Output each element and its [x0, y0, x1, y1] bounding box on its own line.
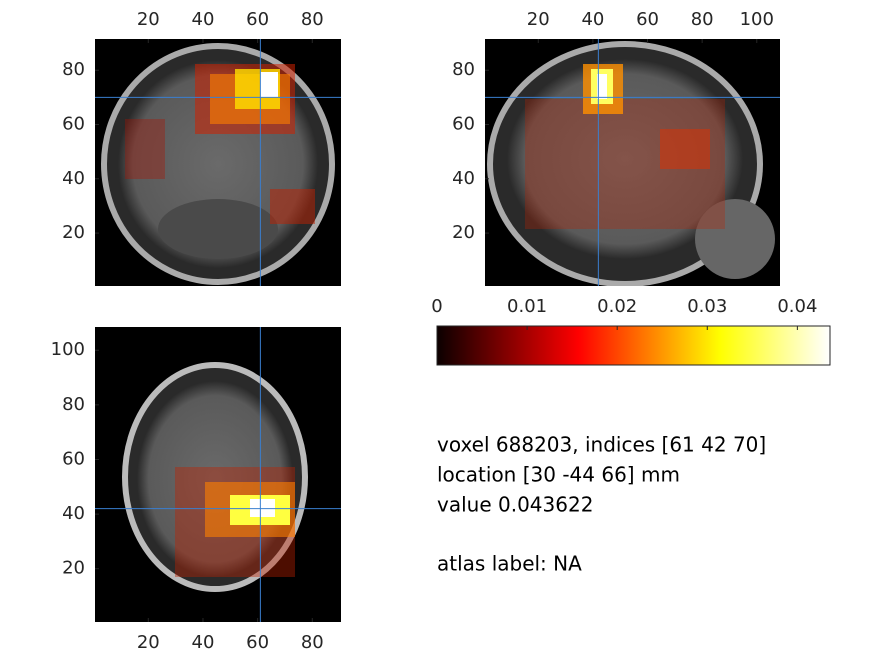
x-tick-label: 60 [246, 632, 269, 653]
y-tick-label: 80 [452, 59, 475, 80]
y-tick-label: 60 [62, 448, 85, 469]
x-tick-label: 20 [137, 632, 160, 653]
y-tick-label: 60 [62, 114, 85, 135]
y-tick-label: 80 [62, 59, 85, 80]
info-line: atlas label: NA [437, 552, 582, 576]
x-tick-label: 40 [192, 632, 215, 653]
colorbar [436, 325, 831, 366]
colorbar-tick-label: 0.01 [507, 296, 547, 317]
sagittal-image [485, 39, 780, 286]
x-tick-label: 60 [246, 9, 269, 30]
x-tick-label: 80 [301, 9, 324, 30]
info-line: value 0.043622 [437, 493, 593, 517]
x-tick-label: 40 [581, 9, 604, 30]
x-tick-label: 20 [137, 9, 160, 30]
axial-image [95, 327, 341, 622]
y-tick-label: 100 [51, 339, 85, 360]
y-tick-label: 20 [62, 222, 85, 243]
y-tick-label: 60 [452, 114, 475, 135]
colorbar-tick-label: 0.02 [597, 296, 637, 317]
y-tick-label: 20 [62, 558, 85, 579]
x-tick-label: 60 [636, 9, 659, 30]
x-tick-label: 20 [527, 9, 550, 30]
y-tick-label: 80 [62, 394, 85, 415]
y-tick-label: 20 [452, 222, 475, 243]
x-tick-label: 80 [301, 632, 324, 653]
y-tick-label: 40 [452, 168, 475, 189]
colorbar-tick-label: 0.04 [777, 296, 817, 317]
x-tick-label: 40 [192, 9, 215, 30]
coronal-image [95, 39, 341, 286]
colorbar-tick-label: 0 [431, 296, 442, 317]
info-line: voxel 688203, indices [61 42 70] [437, 433, 766, 457]
x-tick-label: 100 [740, 9, 774, 30]
colorbar-tick-label: 0.03 [687, 296, 727, 317]
y-tick-label: 40 [62, 503, 85, 524]
y-tick-label: 40 [62, 168, 85, 189]
info-line: location [30 -44 66] mm [437, 463, 680, 487]
x-tick-label: 80 [691, 9, 714, 30]
